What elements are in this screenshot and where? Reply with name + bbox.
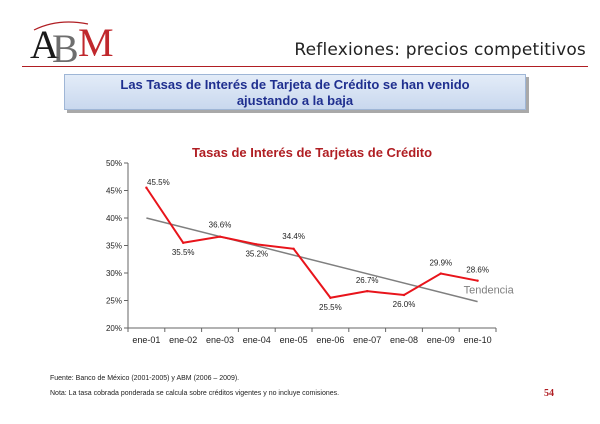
y-tick-label: 35% xyxy=(106,242,122,251)
trend-label: Tendencia xyxy=(464,285,515,297)
headline-banner: Las Tasas de Interés de Tarjeta de Crédi… xyxy=(64,74,526,110)
data-label: 26.7% xyxy=(356,276,379,285)
x-tick-label: ene-09 xyxy=(427,335,455,345)
svg-text:M: M xyxy=(78,20,114,65)
data-label: 36.6% xyxy=(209,221,232,230)
y-tick-label: 45% xyxy=(106,187,122,196)
data-label: 35.2% xyxy=(245,249,268,258)
data-point xyxy=(145,186,148,189)
data-label: 45.5% xyxy=(147,178,170,187)
data-point xyxy=(476,279,479,282)
methodology-note: Nota: La tasa cobrada ponderada se calcu… xyxy=(50,390,340,397)
y-tick-label: 30% xyxy=(106,269,122,278)
x-tick-label: ene-07 xyxy=(353,335,381,345)
data-label: 26.0% xyxy=(393,300,416,309)
x-tick-label: ene-10 xyxy=(464,335,492,345)
page-number: 54 xyxy=(544,388,554,399)
x-tick-label: ene-02 xyxy=(169,335,197,345)
x-tick-label: ene-08 xyxy=(390,335,418,345)
data-point xyxy=(292,247,295,250)
data-label: 35.5% xyxy=(172,248,195,257)
chart-title: Tasas de Interés de Tarjetas de Crédito xyxy=(192,145,432,160)
x-tick-label: ene-03 xyxy=(206,335,234,345)
y-tick-label: 40% xyxy=(106,214,122,223)
x-tick-label: ene-04 xyxy=(243,335,271,345)
data-label: 29.9% xyxy=(429,259,452,268)
y-tick-label: 20% xyxy=(106,324,122,333)
y-tick-label: 25% xyxy=(106,297,122,306)
data-point xyxy=(439,272,442,275)
data-label: 28.6% xyxy=(466,266,489,275)
data-label: 34.4% xyxy=(282,232,305,241)
source-note: Fuente: Banco de México (2001-2005) y AB… xyxy=(50,375,240,382)
page-title: Reflexiones: precios competitivos xyxy=(294,40,586,60)
data-point xyxy=(366,289,369,293)
trend-line xyxy=(146,217,478,303)
data-point xyxy=(218,235,222,238)
headline-line-2: ajustando a la baja xyxy=(236,93,354,108)
series-line xyxy=(145,187,478,299)
y-tick-label: 50% xyxy=(106,159,122,168)
header-divider xyxy=(22,66,588,67)
headline-line-1: Las Tasas de Interés de Tarjeta de Crédi… xyxy=(120,77,470,92)
abm-logo: A B M xyxy=(30,20,114,70)
x-tick-label: ene-06 xyxy=(316,335,344,345)
data-point xyxy=(329,296,332,299)
data-point xyxy=(182,241,185,244)
x-tick-label: ene-01 xyxy=(132,335,160,345)
data-label: 25.5% xyxy=(319,303,342,312)
data-point xyxy=(402,293,406,297)
svg-text:B: B xyxy=(52,26,79,70)
data-point xyxy=(255,243,258,246)
x-tick-label: ene-05 xyxy=(280,335,308,345)
